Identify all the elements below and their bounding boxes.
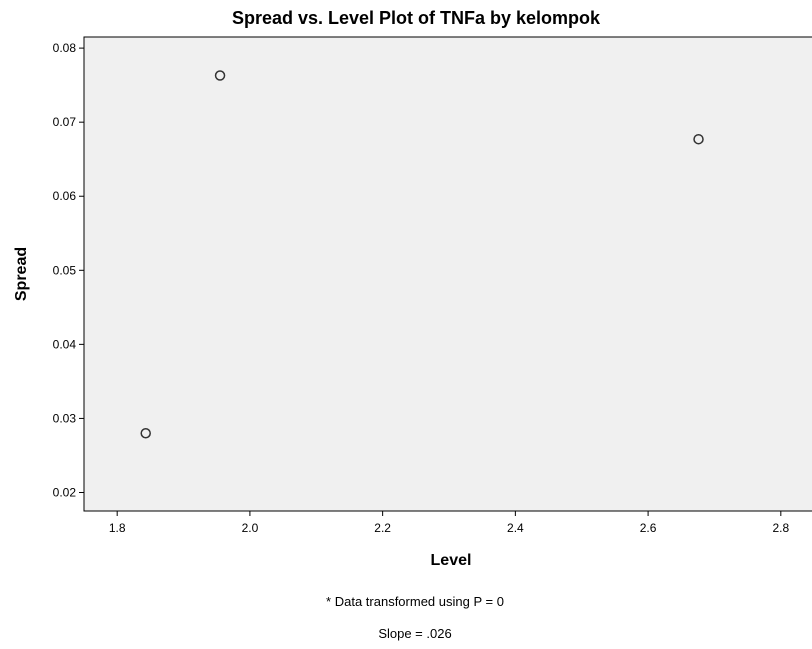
data-points: [140, 70, 704, 439]
data-point: [693, 133, 704, 145]
x-axis-label: Level: [431, 552, 472, 569]
y-tick-label: 0.07: [53, 115, 77, 129]
y-tick-label: 0.02: [53, 485, 77, 499]
x-tick-label: 2.2: [374, 521, 391, 535]
x-tick-label: 2.0: [242, 521, 259, 535]
plot-area: [83, 36, 812, 512]
x-axis: 1.8 2.0 2.2 2.4 2.6 2.8: [109, 511, 789, 535]
y-axis-label: Spread: [13, 247, 30, 301]
footnote-slope: Slope = .026: [378, 626, 451, 641]
y-tick-label: 0.06: [53, 189, 77, 203]
x-tick-label: 2.8: [772, 521, 789, 535]
y-tick-label: 0.08: [53, 41, 77, 55]
x-tick-label: 2.6: [640, 521, 657, 535]
y-tick-label: 0.05: [53, 263, 77, 277]
x-tick-label: 2.4: [507, 521, 524, 535]
y-axis: 0.02 0.03 0.04 0.05 0.06 0.07 0.08: [53, 41, 84, 499]
data-point: [214, 70, 226, 81]
chart-title: Spread vs. Level Plot of TNFa by kelompo…: [232, 8, 601, 28]
footnote-transform: * Data transformed using P = 0: [326, 594, 504, 609]
data-point: [140, 427, 151, 439]
y-tick-label: 0.04: [53, 337, 77, 351]
y-tick-label: 0.03: [53, 411, 77, 425]
x-tick-label: 1.8: [109, 521, 126, 535]
